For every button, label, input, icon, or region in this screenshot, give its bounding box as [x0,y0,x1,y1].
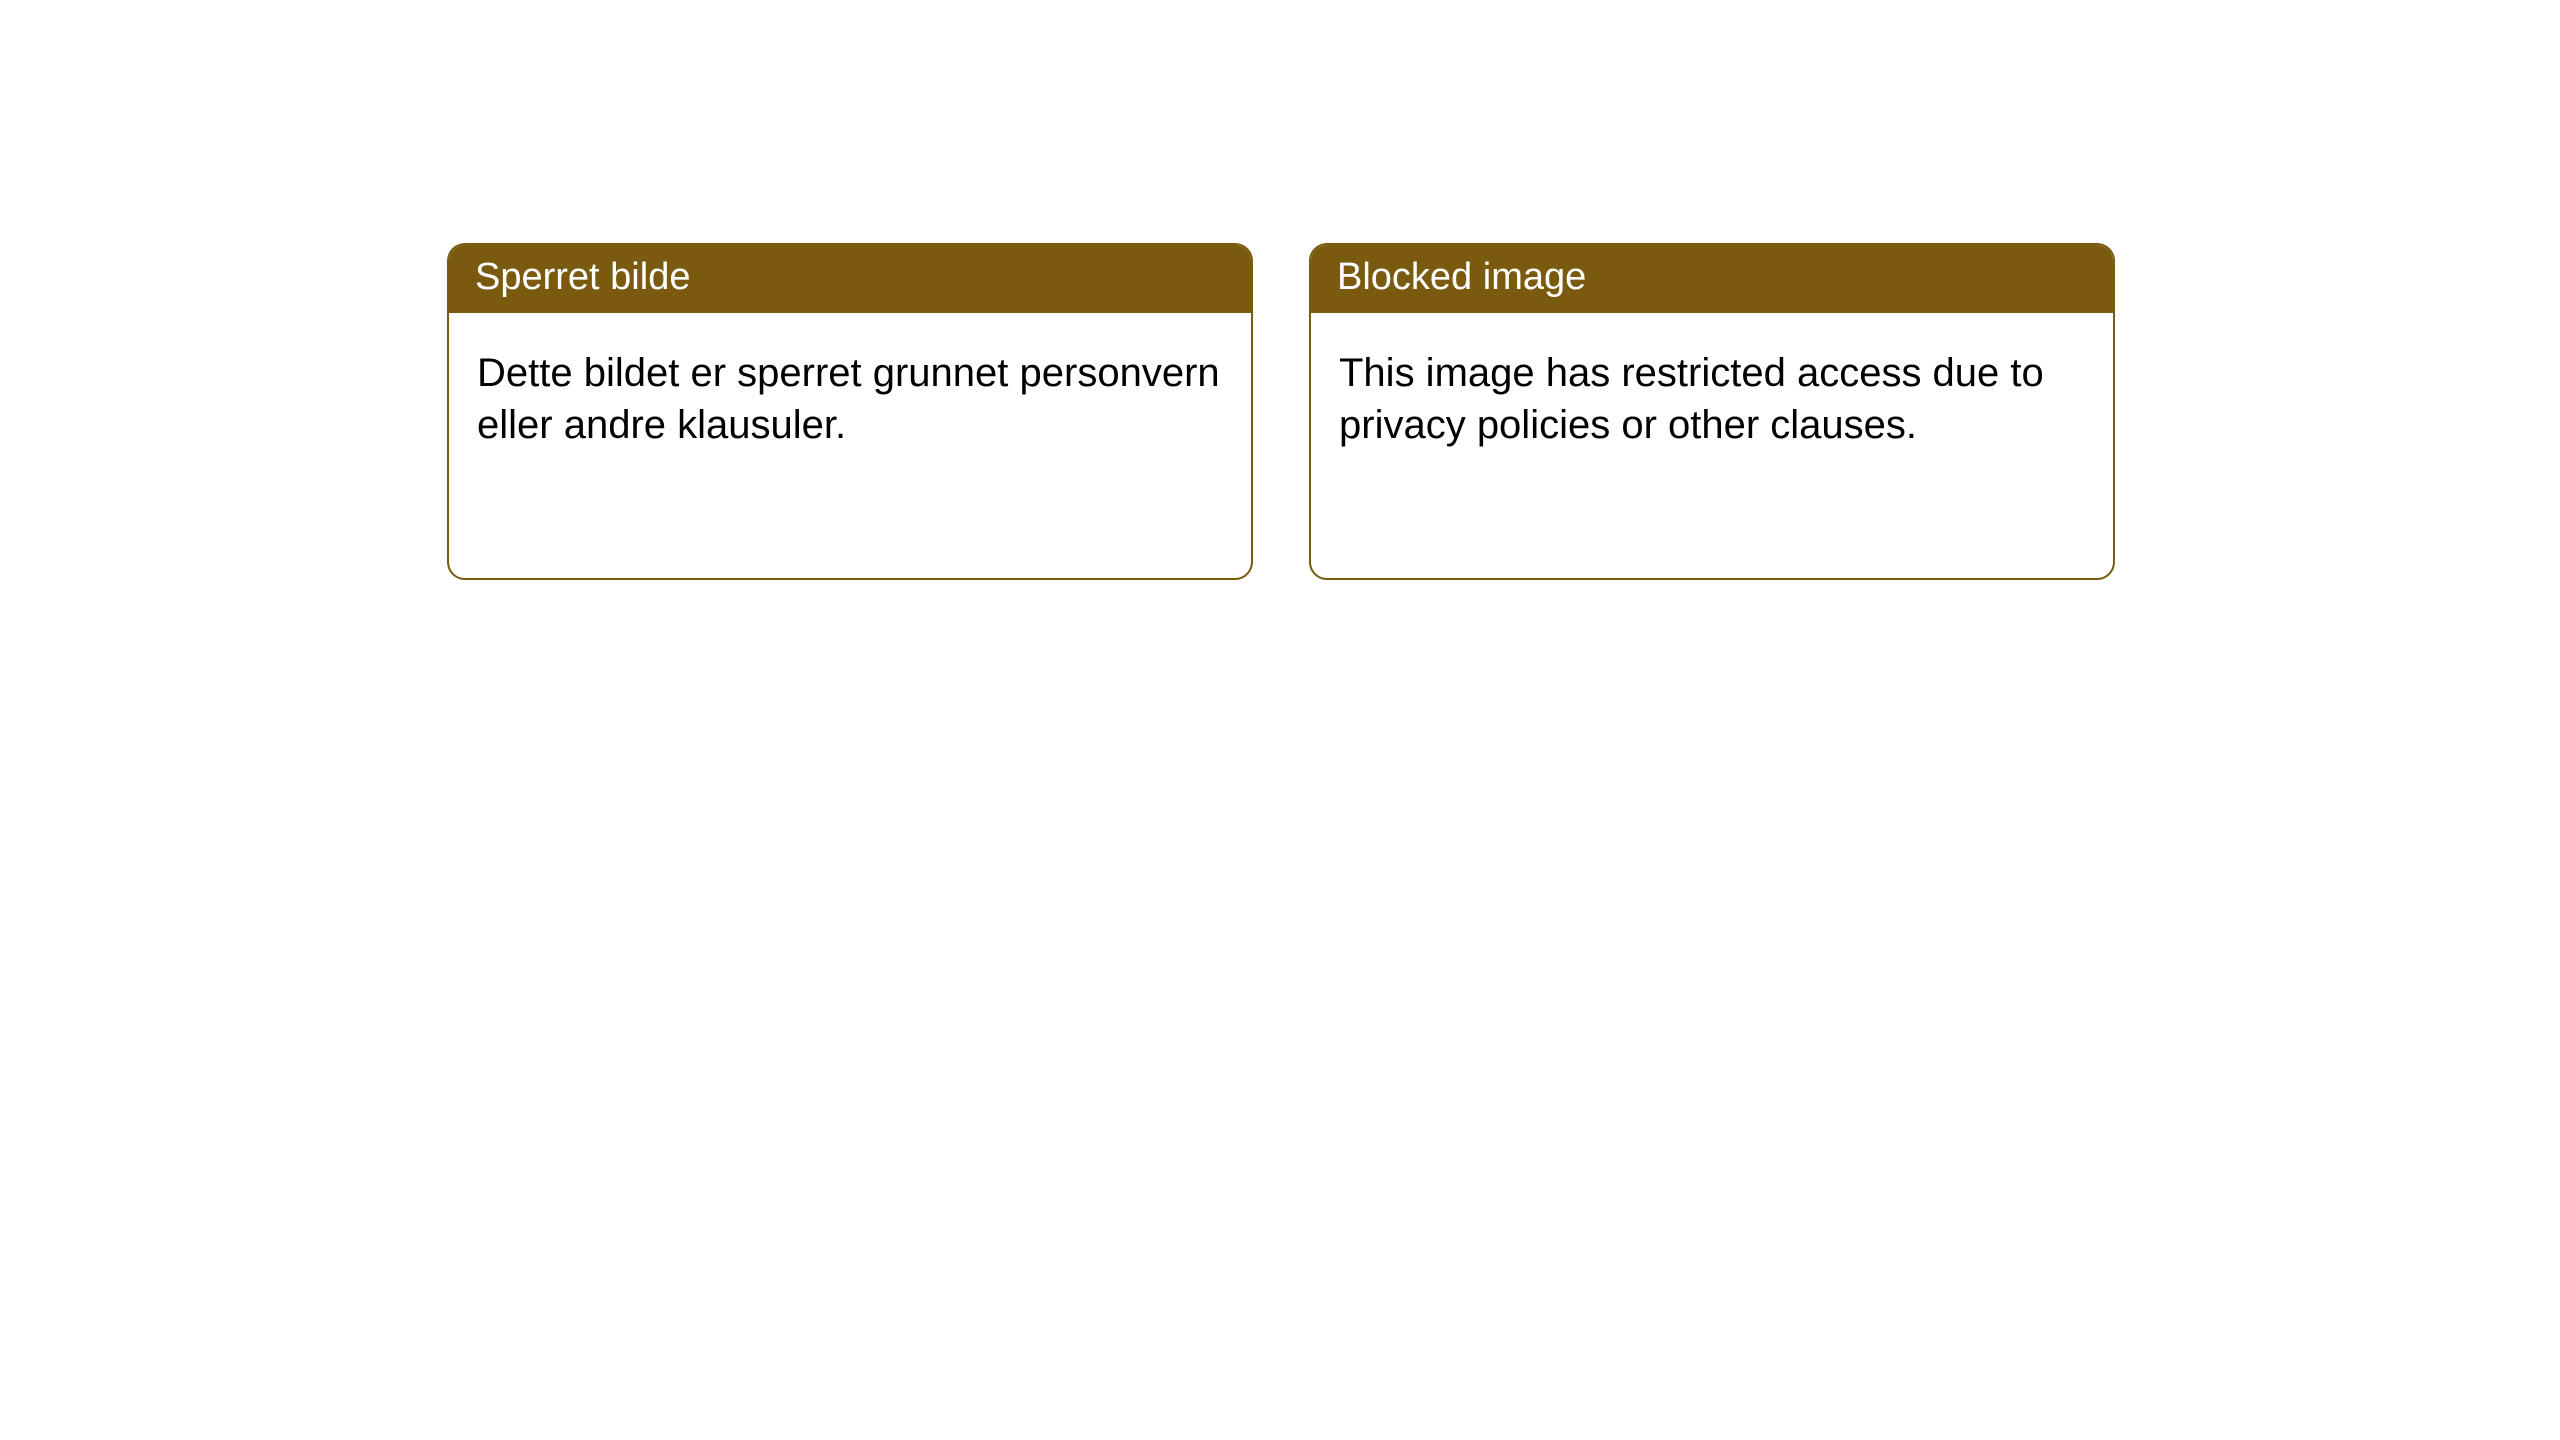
notice-body-english: This image has restricted access due to … [1311,313,2113,485]
notice-container: Sperret bilde Dette bildet er sperret gr… [0,0,2560,580]
notice-card-norwegian: Sperret bilde Dette bildet er sperret gr… [447,243,1253,580]
notice-header-english: Blocked image [1311,245,2113,313]
notice-body-norwegian: Dette bildet er sperret grunnet personve… [449,313,1251,485]
notice-card-english: Blocked image This image has restricted … [1309,243,2115,580]
notice-header-norwegian: Sperret bilde [449,245,1251,313]
